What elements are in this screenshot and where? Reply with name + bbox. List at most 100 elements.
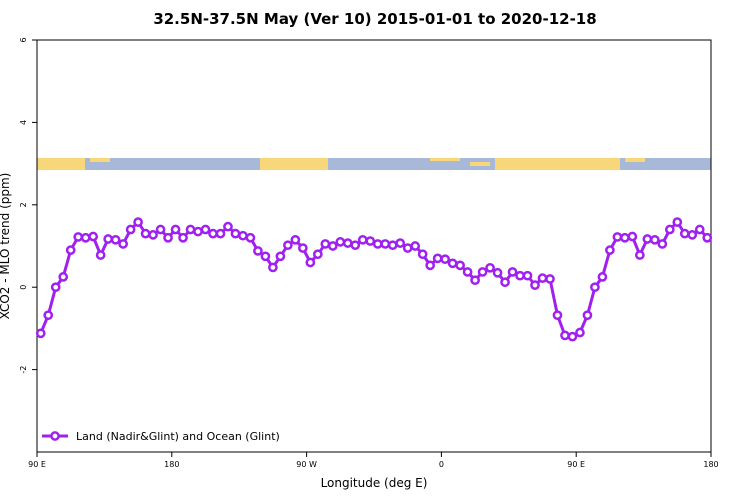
land-ocean-strip	[37, 158, 711, 170]
data-point	[582, 310, 593, 321]
data-point	[492, 267, 503, 278]
data-point	[193, 226, 203, 237]
data-point	[470, 275, 480, 286]
data-point	[58, 272, 69, 282]
data-point	[260, 251, 271, 262]
x-tick-label: 180	[164, 460, 179, 469]
data-point	[163, 232, 173, 243]
data-point	[178, 232, 188, 243]
data-point	[627, 231, 638, 242]
legend-marker	[50, 431, 60, 441]
x-axis-label: Longitude (deg E)	[321, 476, 428, 490]
data-point	[687, 230, 698, 240]
data-point	[455, 260, 465, 271]
data-point	[73, 232, 84, 242]
data-point	[335, 237, 346, 247]
data-point	[447, 258, 458, 269]
data-point	[103, 234, 113, 244]
data-point	[515, 270, 525, 281]
y-tick-label: 2	[19, 202, 28, 207]
data-point	[620, 232, 630, 243]
data-point	[50, 282, 61, 293]
data-point	[170, 224, 181, 235]
data-point	[357, 234, 368, 245]
data-point	[642, 234, 653, 244]
data-point	[65, 245, 76, 255]
y-tick-label: -2	[19, 366, 28, 374]
data-point	[245, 232, 256, 243]
data-point	[118, 239, 128, 249]
data-point	[275, 251, 286, 262]
data-point	[417, 249, 428, 260]
data-point	[702, 232, 713, 243]
data-point	[342, 238, 353, 248]
data-point	[545, 274, 555, 284]
data-point	[462, 267, 473, 277]
data-point	[395, 238, 406, 248]
data-point	[387, 240, 398, 251]
data-point	[590, 282, 600, 293]
data-point	[215, 228, 226, 239]
x-tick-label: 90 E	[28, 460, 46, 469]
data-point	[283, 240, 293, 251]
data-point	[268, 262, 278, 273]
data-point	[125, 224, 136, 235]
data-point	[155, 224, 166, 235]
data-point	[350, 240, 361, 251]
y-tick-label: 6	[19, 37, 28, 42]
data-point	[679, 228, 690, 239]
data-point	[485, 262, 495, 273]
data-point	[500, 277, 510, 288]
x-tick-label: 90 E	[567, 460, 585, 469]
x-tick-label: 180	[703, 460, 718, 469]
data-point	[694, 224, 705, 235]
data-point	[133, 217, 143, 227]
data-point	[402, 243, 413, 253]
data-point	[649, 234, 660, 245]
data-point	[320, 239, 331, 249]
y-tick-label: 4	[19, 120, 28, 125]
data-point	[567, 331, 578, 342]
data-point	[612, 232, 623, 242]
data-point	[223, 221, 233, 232]
data-point	[305, 257, 316, 268]
data-point	[230, 228, 241, 239]
y-axis-label: XCO2 - MLO trend (ppm)	[0, 173, 12, 320]
data-point	[410, 241, 421, 251]
data-point	[560, 330, 570, 341]
data-point	[95, 250, 106, 260]
data-point	[530, 280, 540, 290]
data-point	[552, 310, 563, 321]
x-tick-label: 90 W	[296, 460, 317, 469]
data-point	[597, 272, 608, 282]
data-point	[298, 243, 308, 253]
data-point	[43, 310, 54, 321]
data-point	[664, 224, 675, 235]
data-point	[635, 250, 645, 260]
data-point	[208, 228, 218, 239]
data-point	[290, 234, 301, 245]
data-point	[425, 260, 436, 271]
data-point	[657, 239, 668, 249]
data-point	[477, 267, 488, 277]
data-point	[537, 273, 548, 283]
data-point	[575, 327, 585, 338]
data-point	[35, 328, 46, 339]
data-point	[80, 232, 91, 243]
data-point	[522, 270, 533, 281]
data-point	[110, 234, 121, 245]
plot-frame	[36, 39, 712, 453]
data-point	[432, 253, 443, 264]
data-point	[238, 230, 248, 241]
data-point	[440, 254, 450, 265]
data-point	[185, 224, 196, 235]
data-point	[605, 245, 615, 255]
data-point	[148, 230, 158, 240]
data-point	[88, 231, 99, 242]
x-tick-label: 0	[439, 460, 444, 469]
chart-title: 32.5N-37.5N May (Ver 10) 2015-01-01 to 2…	[153, 10, 596, 28]
data-point	[253, 246, 263, 256]
y-tick-label: 0	[19, 285, 28, 290]
data-point	[140, 228, 151, 239]
